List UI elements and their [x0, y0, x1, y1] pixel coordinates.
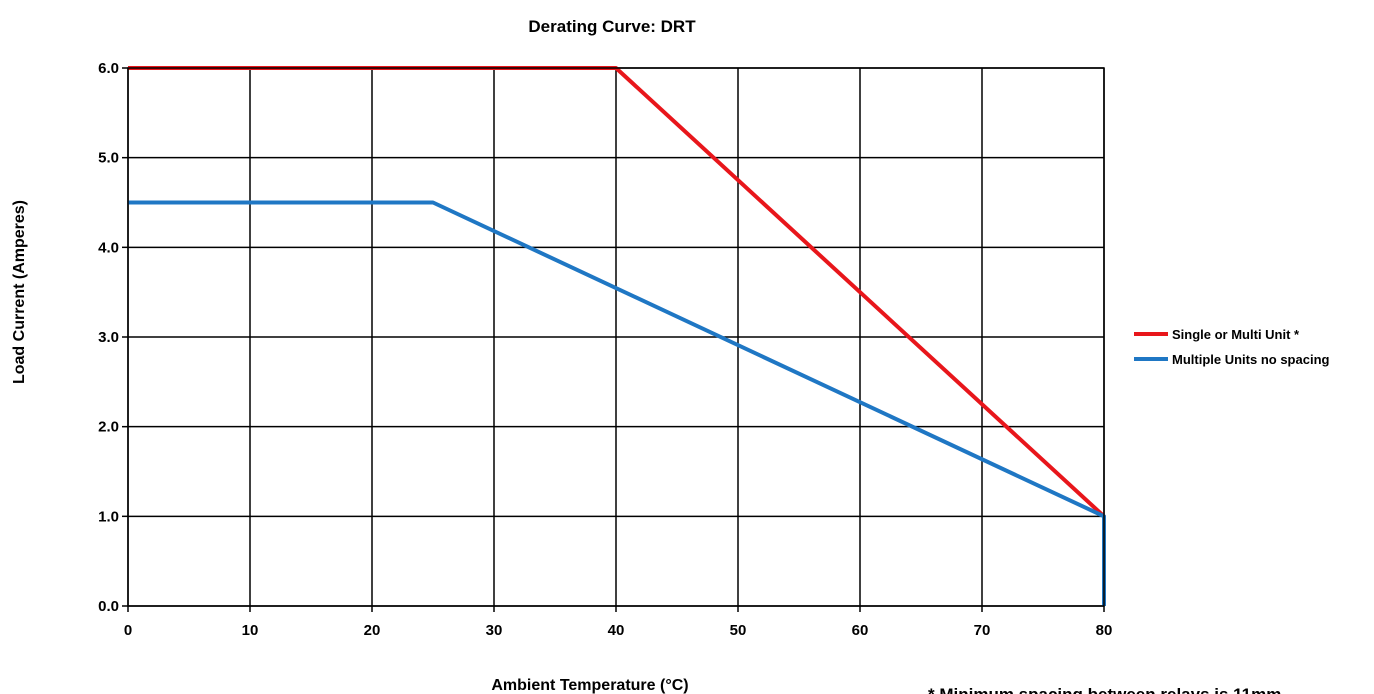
x-tick-label-80: 80 [1096, 622, 1113, 639]
chart-title: Derating Curve: DRT [528, 17, 696, 36]
footnote: * Minimum spacing between relays is 11mm [928, 685, 1281, 694]
y-tick-label-4.0: 4.0 [98, 239, 119, 256]
x-tick-label-50: 50 [730, 622, 747, 639]
x-tick-label-60: 60 [852, 622, 869, 639]
y-tick-label-0.0: 0.0 [98, 598, 119, 615]
legend: Single or Multi Unit * Multiple Units no… [1134, 327, 1330, 367]
x-tick-label-70: 70 [974, 622, 991, 639]
y-tick-label-5.0: 5.0 [98, 150, 119, 167]
x-tick-label-10: 10 [242, 622, 259, 639]
x-tick-label-30: 30 [486, 622, 503, 639]
legend-label-single: Single or Multi Unit * [1172, 327, 1300, 342]
x-axis-label: Ambient Temperature (°C) [491, 677, 688, 694]
y-tick-label-6.0: 6.0 [98, 60, 119, 77]
y-axis-label: Load Current (Amperes) [11, 200, 28, 384]
x-tick-label-40: 40 [608, 622, 625, 639]
grid-lines [127, 67, 1105, 607]
x-tick-label-0: 0 [124, 622, 132, 639]
legend-label-multiple: Multiple Units no spacing [1172, 352, 1330, 367]
y-tick-label-1.0: 1.0 [98, 508, 119, 525]
tick-labels: 0 10 20 30 40 50 60 70 80 0.0 1.0 2.0 3.0 4.0 5.0 6.0 [98, 60, 1112, 639]
x-tick-label-20: 20 [364, 622, 381, 639]
y-tick-label-3.0: 3.0 [98, 329, 119, 346]
y-tick-label-2.0: 2.0 [98, 419, 119, 436]
